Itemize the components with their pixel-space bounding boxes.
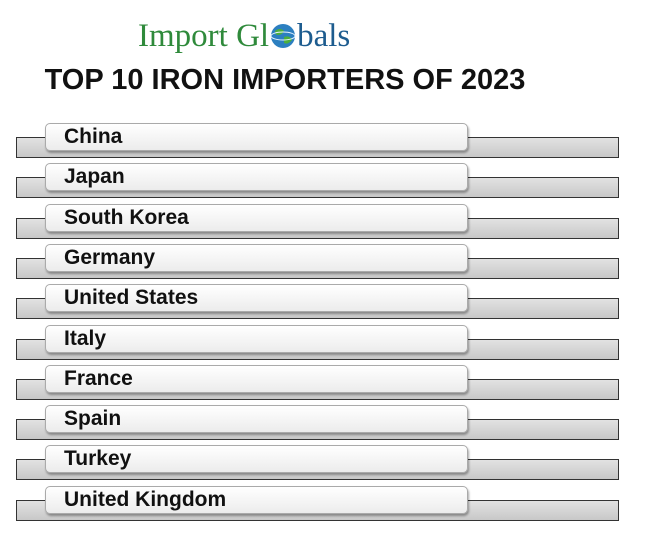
country-label: Japan bbox=[45, 163, 468, 192]
country-label: Germany bbox=[45, 243, 468, 272]
country-label: Italy bbox=[45, 324, 468, 353]
list-row: Japan bbox=[0, 163, 650, 203]
list-row: Germany bbox=[0, 243, 650, 284]
country-label: United States bbox=[45, 284, 468, 313]
list-row: South Korea bbox=[0, 203, 650, 244]
country-label: United Kingdom bbox=[45, 485, 468, 514]
list-row: Spain bbox=[0, 405, 650, 445]
list-row: Turkey bbox=[0, 445, 650, 485]
list-row: France bbox=[0, 364, 650, 405]
globe-icon bbox=[270, 24, 296, 48]
logo-text: Import Gl bbox=[138, 18, 270, 54]
title: TOP 10 IRON IMPORTERS OF 2023 bbox=[44, 64, 526, 96]
logo: Import Gl bals bbox=[138, 18, 350, 55]
country-label: Spain bbox=[45, 405, 468, 434]
country-label: China bbox=[45, 123, 468, 151]
list-row: United Kingdom bbox=[0, 485, 650, 526]
list-row: Italy bbox=[0, 324, 650, 365]
list-row: China bbox=[0, 123, 650, 163]
list-row: United States bbox=[0, 284, 650, 324]
country-label: France bbox=[45, 364, 468, 393]
logo-text: bals bbox=[297, 18, 351, 54]
country-label: South Korea bbox=[45, 203, 468, 232]
country-label: Turkey bbox=[45, 445, 468, 474]
